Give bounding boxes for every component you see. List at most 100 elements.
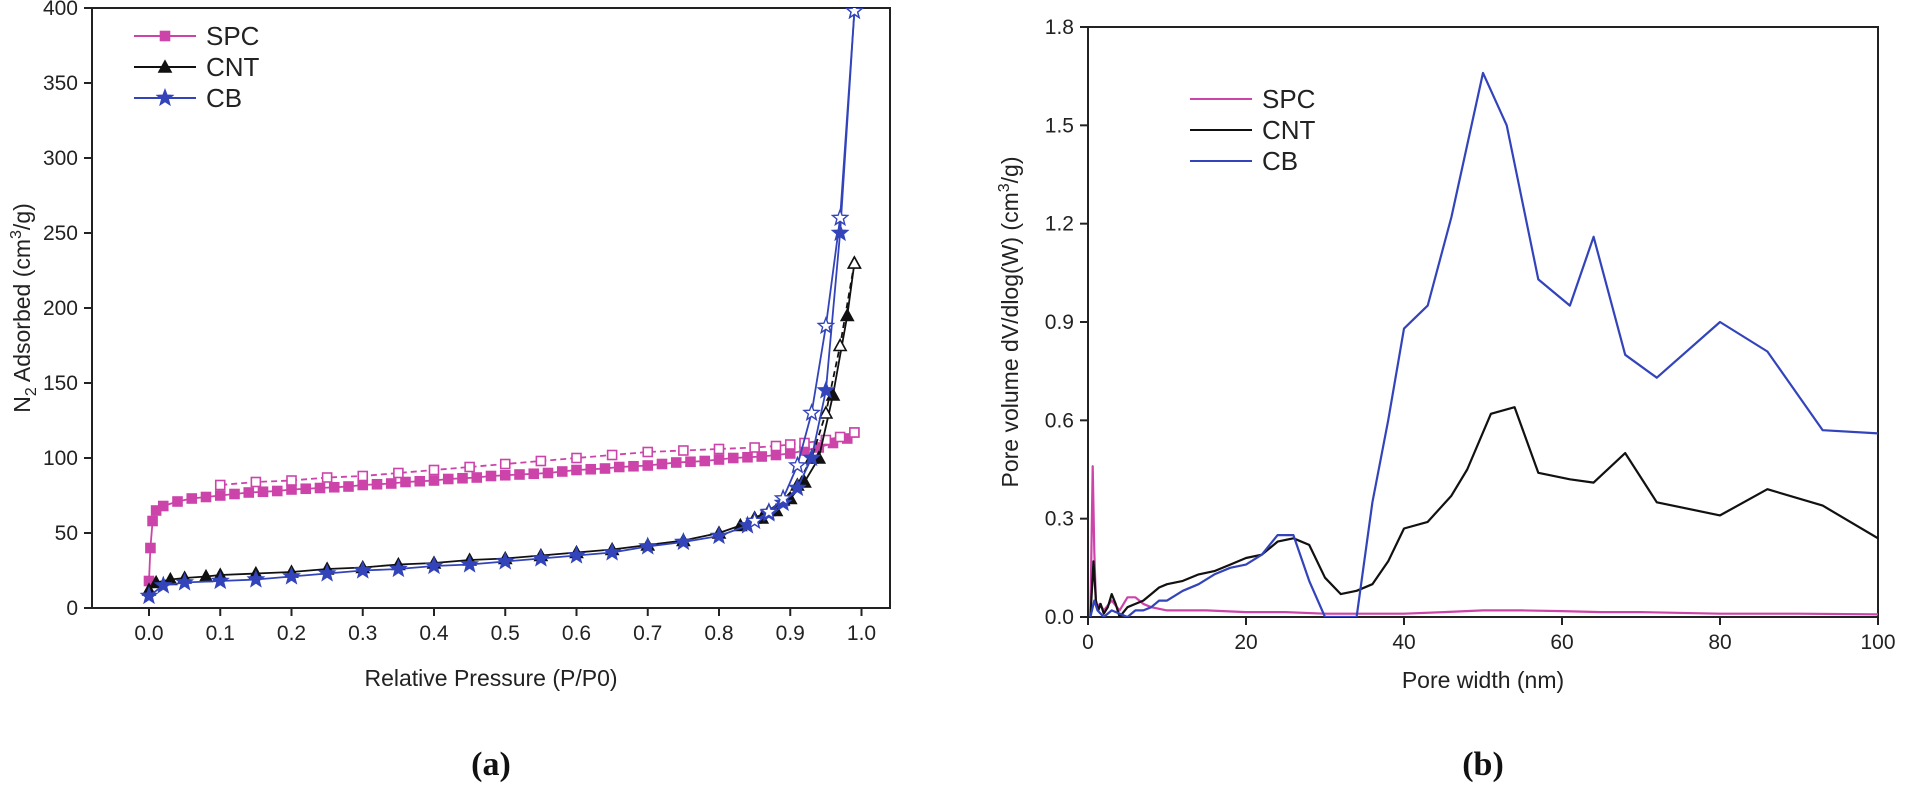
chart-b: 0.0 0.3 0.6 0.9 1.2 1.5 1.8 0 20 40 60 80 100 SPCCN… <box>996 16 1896 783</box>
chart-a-y-tick-label: 200 <box>43 297 78 320</box>
chart-a-y-tick-label: 150 <box>43 372 78 395</box>
chart-a-point-cb <box>709 526 729 545</box>
chart-a-y-tick-label: 100 <box>43 447 78 470</box>
chart-a-point-spc <box>343 481 354 492</box>
chart-a-y-axis-label: N2 Adsorbed (cm3/g) <box>8 203 40 413</box>
chart-a-y-tick-label: 250 <box>43 222 78 245</box>
chart-a-point-spc <box>328 481 340 493</box>
chart-a-x-tick-label: 0.2 <box>277 622 306 645</box>
chart-a-point-spc <box>471 472 483 483</box>
chart-a-point-cb <box>787 478 807 497</box>
chart-a-point-spc <box>172 496 183 507</box>
chart-a-y-tick-label: 300 <box>43 147 78 170</box>
chart-a-x-tick-label: 0.4 <box>419 622 449 645</box>
chart-b-legend-label-cnt: CNT <box>1262 115 1316 145</box>
chart-a-point-cb <box>353 560 373 579</box>
chart-a-point-cb <box>139 586 159 605</box>
chart-a-point-spc <box>713 443 725 455</box>
chart-a-point-spc <box>727 452 739 464</box>
chart-b-y-tick-label: 1.8 <box>1045 16 1074 39</box>
chart-a-point-cb <box>638 536 658 555</box>
chart-a-y-tick-label: 400 <box>43 0 78 20</box>
chart-a-point-spc <box>670 457 682 468</box>
chart-b-x-tick-label: 80 <box>1708 631 1731 654</box>
chart-a-point-cb <box>282 566 301 585</box>
chart-a-point-spc <box>286 484 297 495</box>
chart-a-x-tick-label: 1.0 <box>847 622 876 645</box>
chart-a-point-spc <box>642 460 654 471</box>
chart-a-point-spc <box>385 478 397 489</box>
chart-a-point-spc <box>485 470 497 482</box>
chart-b-y-tick-label: 1.2 <box>1045 213 1074 236</box>
chart-b-y-axis-label: Pore volume dV/dlog(W) (cm3/g) <box>996 157 1023 488</box>
chart-a-point-spc <box>314 482 326 494</box>
chart-a-point-spc <box>186 493 198 504</box>
chart-a-series-line-cb <box>148 10 856 597</box>
chart-a-point-spc <box>656 458 668 470</box>
chart-b-x-ticks: 0 20 40 60 80 100 <box>1082 617 1896 654</box>
panel-label-a: (a) <box>471 746 511 783</box>
chart-a-point-spc <box>214 479 226 491</box>
chart-a-point-spc <box>756 451 768 462</box>
chart-a-point-spc <box>250 476 262 488</box>
chart-b-x-tick-label: 40 <box>1392 631 1415 654</box>
chart-a-point-spc <box>257 486 269 498</box>
chart-a-point-spc <box>271 485 283 497</box>
chart-a-point-cb <box>246 569 266 588</box>
chart-a-point-spc <box>820 434 832 446</box>
chart-b-x-tick-label: 20 <box>1234 631 1257 654</box>
chart-a-point-spc <box>528 468 540 480</box>
chart-a-point-cb <box>424 556 444 575</box>
chart-a-x-tick-label: 0.6 <box>562 622 591 645</box>
chart-a-x-tick-label: 0.7 <box>633 622 662 645</box>
chart-a-point-spc <box>357 470 369 482</box>
chart-b-plot-frame <box>1087 26 1879 618</box>
chart-a-point-spc <box>770 449 782 461</box>
chart-a-y-tick-label: 50 <box>55 522 78 545</box>
chart-b-x-tick-label: 0 <box>1082 631 1094 654</box>
chart-b-y-tick-label: 0.6 <box>1045 409 1074 432</box>
chart-a-point-cb <box>460 554 480 573</box>
chart-a-x-tick-label: 0.3 <box>348 622 377 645</box>
chart-a-x-tick-label: 0.9 <box>776 622 805 645</box>
chart-a-point-spc <box>499 458 511 470</box>
chart-a-point-spc <box>749 442 760 453</box>
chart-a-point-spc <box>834 431 846 443</box>
chart-b-y-tick-label: 0.3 <box>1045 508 1074 531</box>
chart-b-legend-label-cb: CB <box>1262 146 1298 176</box>
chart-b-series-line-cnt <box>1089 406 1878 617</box>
panel-label-b: (b) <box>1462 746 1504 783</box>
chart-a-point-spc <box>357 479 369 491</box>
chart-a-point-cb <box>317 563 337 582</box>
chart-a-point-spc <box>286 475 297 486</box>
chart-a-y-ticks: 0 50 100 150 200 250 300 350 400 <box>43 0 92 620</box>
chart-a-point-spc <box>685 456 696 468</box>
chart-a-point-spc <box>514 469 525 480</box>
chart-a-point-spc <box>542 467 554 479</box>
chart-a-point-spc <box>784 448 796 459</box>
chart-a-point-spc <box>157 500 169 512</box>
chart-a-point-spc <box>699 455 711 467</box>
chart-a-point-spc <box>535 455 547 467</box>
chart-a-point-spc <box>742 451 753 463</box>
chart-a-x-tick-label: 0.1 <box>206 622 235 645</box>
chart-b-y-tick-label: 0.0 <box>1045 606 1074 629</box>
chart-a-y-tick-label: 350 <box>43 72 78 95</box>
chart-a-point-spc <box>613 461 625 473</box>
chart-a: 0 50 100 150 200 250 300 350 400 0.0 0.1 0.2 0.3 0.4… <box>8 0 891 783</box>
chart-a-point-spc <box>371 478 383 490</box>
chart-a-legend-marker-cnt <box>157 59 173 73</box>
chart-a-point-spc <box>300 483 312 495</box>
chart-a-point-spc <box>713 454 725 465</box>
chart-a-point-cnt <box>818 405 834 419</box>
chart-a-point-spc <box>571 452 582 464</box>
chart-a-point-cb <box>153 575 173 594</box>
chart-a-point-cb <box>602 542 622 561</box>
chart-a-point-cb <box>531 548 551 567</box>
chart-a-point-cb <box>816 316 836 335</box>
chart-a-point-cb <box>745 511 765 530</box>
chart-a-point-spc <box>393 467 404 479</box>
chart-b-x-tick-label: 60 <box>1550 631 1573 654</box>
